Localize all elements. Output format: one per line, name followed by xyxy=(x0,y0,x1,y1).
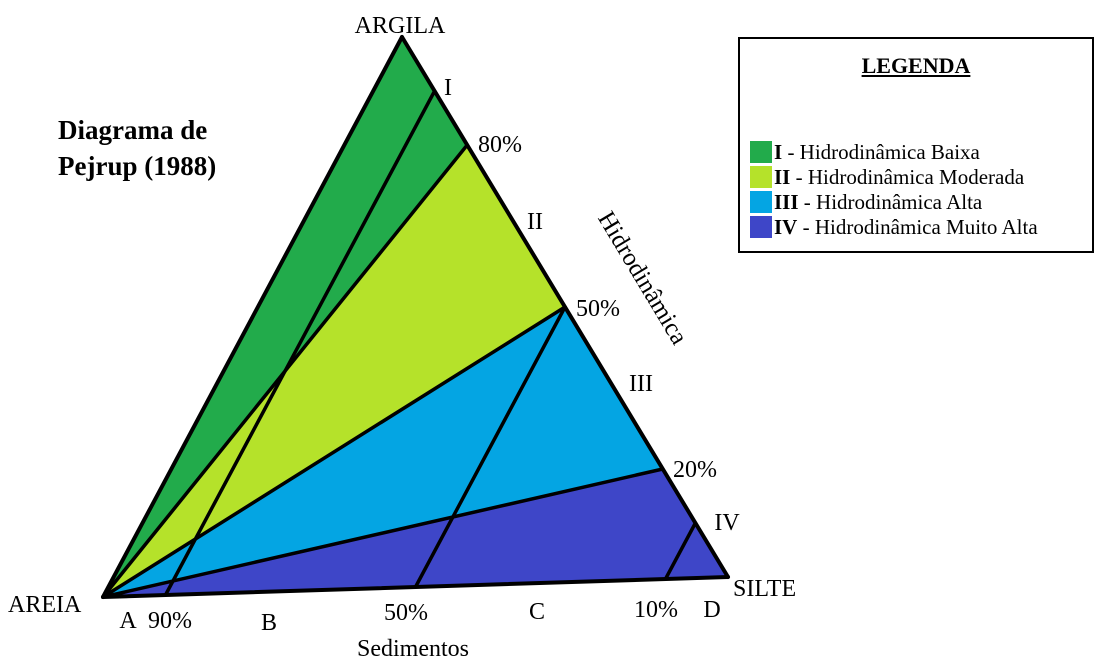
legend-item-moderate-text: - Hidrodinâmica Moderada xyxy=(790,164,1025,189)
triangle-side-argila-silte xyxy=(400,35,730,579)
vertex-label-areia: AREIA xyxy=(8,592,82,618)
vertex-label-argila: ARGILA xyxy=(355,13,446,39)
tick-label-80: 80% xyxy=(478,132,522,158)
triangle-side-areia-silte xyxy=(101,575,730,599)
sediment-line-10 xyxy=(663,521,698,581)
diagram-title-line-1: Diagrama de xyxy=(58,115,208,145)
zone-label-c: C xyxy=(529,599,545,625)
hydrodynamic-line-20 xyxy=(101,467,665,599)
diagram-lines xyxy=(101,35,730,599)
right-axis-title: Hidrodinâmica xyxy=(592,207,692,349)
legend-title: LEGENDA xyxy=(861,53,971,78)
legend-item-high-num: III xyxy=(774,189,799,214)
bottom-axis-title: Sedimentos xyxy=(357,636,469,662)
legend-item-very-high-num: IV xyxy=(774,214,798,239)
legend-item-low-text: - Hidrodinâmica Baixa xyxy=(782,139,980,164)
legend-item-moderate: II - Hidrodinâmica Moderada xyxy=(750,164,1024,190)
legend-swatch-high xyxy=(750,191,772,213)
tick-label-20: 20% xyxy=(673,457,717,483)
diagram-title-line-2: Pejrup (1988) xyxy=(58,151,217,181)
hydrodynamic-line-50 xyxy=(101,305,567,599)
hydrodynamic-regions xyxy=(103,37,728,597)
legend-item-low-num: I xyxy=(774,139,783,164)
tick-label-10: 10% xyxy=(634,597,678,623)
zone-label-a: A xyxy=(119,608,137,634)
region-moderate xyxy=(103,145,565,597)
legend-swatch-moderate xyxy=(750,166,772,188)
zone-label-iv: IV xyxy=(714,510,740,536)
sediment-line-50 xyxy=(413,305,567,589)
triangle-side-areia-argila xyxy=(101,35,404,599)
legend-item-low: I - Hidrodinâmica Baixa xyxy=(750,139,980,165)
tick-label-50: 50% xyxy=(576,296,620,322)
region-high xyxy=(103,307,663,597)
legend-item-very-high: IV - Hidrodinâmica Muito Alta xyxy=(750,214,1038,240)
diagram-title: Diagrama de Pejrup (1988) xyxy=(58,112,216,184)
legend-swatch-low xyxy=(750,141,772,163)
zone-label-ii: II xyxy=(527,209,543,235)
sediment-line-90 xyxy=(163,89,437,597)
tick-label-90: 90% xyxy=(148,608,192,634)
tick-label-50-bottom: 50% xyxy=(384,600,428,626)
vertex-label-silte: SILTE xyxy=(733,576,796,602)
zone-label-d: D xyxy=(703,597,720,623)
legend-item-very-high-text: - Hidrodinâmica Muito Alta xyxy=(797,214,1038,239)
zone-label-iii: III xyxy=(629,371,653,397)
legend-item-high: III - Hidrodinâmica Alta xyxy=(750,189,982,215)
region-low xyxy=(103,37,468,597)
legend-box: LEGENDA I - Hidrodinâmica Baixa II - Hid… xyxy=(738,37,1094,253)
legend-swatch-very-high xyxy=(750,216,772,238)
zone-label-b: B xyxy=(261,610,277,636)
legend-item-moderate-num: II xyxy=(774,164,791,189)
legend-item-high-text: - Hidrodinâmica Alta xyxy=(798,189,983,214)
zone-label-i: I xyxy=(444,75,452,101)
region-very-high xyxy=(103,469,728,597)
